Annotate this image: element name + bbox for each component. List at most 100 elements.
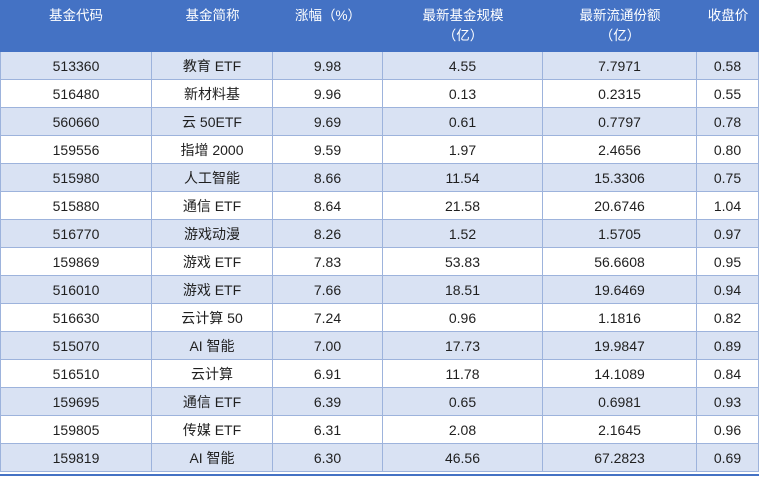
table-row: 516770 游戏动漫 8.26 1.52 1.5705 0.97 (0, 220, 759, 248)
cell-fund-scale: 1.52 (383, 220, 543, 247)
column-header-label: （亿） (442, 28, 484, 43)
cell-circulating-shares: 7.7971 (543, 52, 697, 79)
cell-fund-scale: 11.78 (383, 360, 543, 387)
cell-fund-code: 513360 (0, 52, 152, 79)
column-header-label: 最新流通份额 (579, 8, 661, 23)
cell-fund-scale: 11.54 (383, 164, 543, 191)
cell-fund-code: 159695 (0, 388, 152, 415)
cell-circulating-shares: 1.5705 (543, 220, 697, 247)
table-row: 513360 教育 ETF 9.98 4.55 7.7971 0.58 (0, 52, 759, 80)
cell-change-pct: 7.00 (273, 332, 383, 359)
cell-change-pct: 7.83 (273, 248, 383, 275)
cell-close-price: 0.93 (697, 388, 759, 415)
cell-close-price: 0.80 (697, 136, 759, 163)
cell-fund-code: 159556 (0, 136, 152, 163)
cell-fund-scale: 2.08 (383, 416, 543, 443)
cell-close-price: 0.96 (697, 416, 759, 443)
cell-fund-scale: 0.61 (383, 108, 543, 135)
cell-fund-code: 560660 (0, 108, 152, 135)
cell-close-price: 0.55 (697, 80, 759, 107)
cell-circulating-shares: 56.6608 (543, 248, 697, 275)
table-row: 159695 通信 ETF 6.39 0.65 0.6981 0.93 (0, 388, 759, 416)
table-row: 159819 AI 智能 6.30 46.56 67.2823 0.69 (0, 444, 759, 472)
cell-change-pct: 6.39 (273, 388, 383, 415)
cell-circulating-shares: 14.1089 (543, 360, 697, 387)
cell-circulating-shares: 2.1645 (543, 416, 697, 443)
cell-circulating-shares: 2.4656 (543, 136, 697, 163)
table-row: 516510 云计算 6.91 11.78 14.1089 0.84 (0, 360, 759, 388)
cell-change-pct: 7.24 (273, 304, 383, 331)
column-header-fund-scale: 最新基金规模 （亿） (383, 0, 543, 52)
table-row: 159869 游戏 ETF 7.83 53.83 56.6608 0.95 (0, 248, 759, 276)
cell-fund-name: 游戏动漫 (152, 220, 273, 247)
cell-fund-code: 516480 (0, 80, 152, 107)
table-bottom-border (0, 474, 759, 476)
cell-change-pct: 6.91 (273, 360, 383, 387)
cell-fund-code: 516770 (0, 220, 152, 247)
cell-close-price: 0.84 (697, 360, 759, 387)
column-header-label: （亿） (599, 28, 641, 43)
cell-fund-name: 指增 2000 (152, 136, 273, 163)
table-row: 159556 指增 2000 9.59 1.97 2.4656 0.80 (0, 136, 759, 164)
cell-circulating-shares: 0.7797 (543, 108, 697, 135)
cell-fund-name: AI 智能 (152, 332, 273, 359)
cell-close-price: 0.75 (697, 164, 759, 191)
cell-fund-code: 159869 (0, 248, 152, 275)
table-row: 516010 游戏 ETF 7.66 18.51 19.6469 0.94 (0, 276, 759, 304)
cell-circulating-shares: 19.6469 (543, 276, 697, 303)
cell-fund-scale: 0.96 (383, 304, 543, 331)
table-row: 560660 云 50ETF 9.69 0.61 0.7797 0.78 (0, 108, 759, 136)
cell-fund-scale: 1.97 (383, 136, 543, 163)
cell-circulating-shares: 67.2823 (543, 444, 697, 471)
cell-close-price: 1.04 (697, 192, 759, 219)
cell-change-pct: 9.96 (273, 80, 383, 107)
table-row: 515980 人工智能 8.66 11.54 15.3306 0.75 (0, 164, 759, 192)
cell-close-price: 0.82 (697, 304, 759, 331)
cell-fund-name: 云 50ETF (152, 108, 273, 135)
cell-fund-name: 新材料基 (152, 80, 273, 107)
column-header-circulating-shares: 最新流通份额 （亿） (543, 0, 697, 52)
cell-circulating-shares: 1.1816 (543, 304, 697, 331)
cell-fund-name: 通信 ETF (152, 388, 273, 415)
column-header-fund-name: 基金简称 (152, 0, 273, 52)
cell-fund-scale: 46.56 (383, 444, 543, 471)
cell-fund-scale: 0.65 (383, 388, 543, 415)
cell-fund-code: 516630 (0, 304, 152, 331)
cell-fund-name: AI 智能 (152, 444, 273, 471)
cell-change-pct: 8.66 (273, 164, 383, 191)
cell-fund-scale: 18.51 (383, 276, 543, 303)
cell-fund-name: 通信 ETF (152, 192, 273, 219)
cell-fund-name: 云计算 50 (152, 304, 273, 331)
table-body: 513360 教育 ETF 9.98 4.55 7.7971 0.58 516480 新材料基… (0, 52, 759, 472)
cell-circulating-shares: 20.6746 (543, 192, 697, 219)
cell-circulating-shares: 15.3306 (543, 164, 697, 191)
cell-fund-code: 159805 (0, 416, 152, 443)
cell-change-pct: 8.26 (273, 220, 383, 247)
table-row: 159805 传媒 ETF 6.31 2.08 2.1645 0.96 (0, 416, 759, 444)
cell-change-pct: 8.64 (273, 192, 383, 219)
table-header: 基金代码 基金简称 涨幅（%） 最新基金规模 （亿） 最新流通份额 （亿） 收盘价 (0, 0, 759, 52)
table-row: 515880 通信 ETF 8.64 21.58 20.6746 1.04 (0, 192, 759, 220)
column-header-label: 涨幅（%） (294, 8, 361, 23)
cell-fund-scale: 53.83 (383, 248, 543, 275)
cell-close-price: 0.78 (697, 108, 759, 135)
column-header-label: 基金简称 (185, 8, 240, 23)
cell-fund-name: 传媒 ETF (152, 416, 273, 443)
table-row: 516480 新材料基 9.96 0.13 0.2315 0.55 (0, 80, 759, 108)
cell-change-pct: 6.31 (273, 416, 383, 443)
column-header-fund-code: 基金代码 (0, 0, 152, 52)
cell-close-price: 0.89 (697, 332, 759, 359)
column-header-close-price: 收盘价 (697, 0, 759, 52)
cell-change-pct: 6.30 (273, 444, 383, 471)
cell-change-pct: 9.59 (273, 136, 383, 163)
cell-change-pct: 7.66 (273, 276, 383, 303)
column-header-label: 收盘价 (707, 8, 749, 23)
cell-close-price: 0.69 (697, 444, 759, 471)
table-bottom-gap (0, 472, 759, 474)
cell-fund-code: 515880 (0, 192, 152, 219)
cell-fund-scale: 21.58 (383, 192, 543, 219)
cell-fund-name: 云计算 (152, 360, 273, 387)
table-row: 515070 AI 智能 7.00 17.73 19.9847 0.89 (0, 332, 759, 360)
cell-circulating-shares: 0.2315 (543, 80, 697, 107)
cell-fund-name: 教育 ETF (152, 52, 273, 79)
